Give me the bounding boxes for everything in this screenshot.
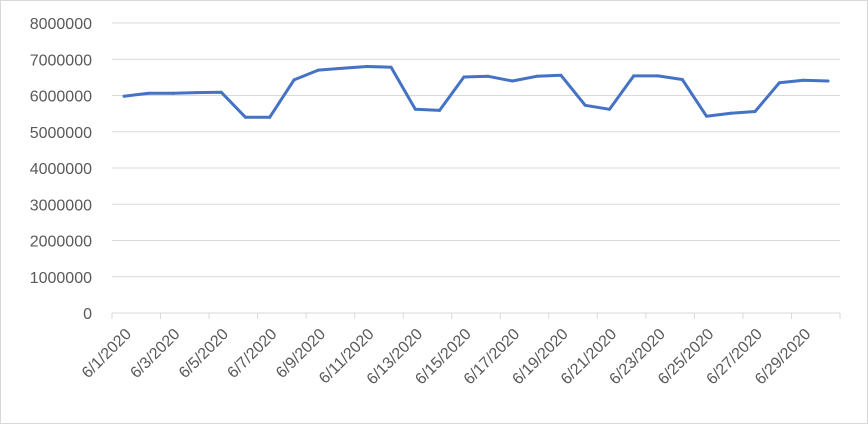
y-tick-label: 8000000 <box>30 16 92 33</box>
data-point <box>292 78 296 82</box>
data-point <box>341 66 345 70</box>
data-point <box>535 74 539 78</box>
data-point <box>195 91 199 95</box>
data-point <box>632 74 636 78</box>
data-point <box>389 65 393 69</box>
data-point <box>583 103 587 107</box>
x-tick-label: 6/5/2020 <box>176 326 232 382</box>
y-tick-label: 4000000 <box>30 161 92 178</box>
y-tick-label: 0 <box>83 306 92 323</box>
data-point <box>656 74 660 78</box>
data-point <box>559 73 563 77</box>
data-point <box>729 111 733 115</box>
y-tick-label: 3000000 <box>30 197 92 214</box>
data-point <box>705 114 709 118</box>
data-point <box>122 94 126 98</box>
gridlines <box>112 22 840 314</box>
data-point <box>365 65 369 68</box>
x-axis-tick-labels: 6/1/20206/3/20206/5/20206/7/20206/9/2020… <box>79 326 815 388</box>
y-tick-label: 7000000 <box>30 52 92 69</box>
data-point <box>510 79 514 83</box>
y-tick-label: 5000000 <box>30 125 92 142</box>
data-point <box>462 75 466 79</box>
y-axis-tick-labels: 0 1000000 2000000 3000000 4000000 5000000 6000… <box>30 16 92 323</box>
data-point <box>486 74 490 78</box>
x-axis <box>111 312 841 319</box>
x-tick-label: 6/7/2020 <box>225 326 281 382</box>
data-point <box>438 108 442 112</box>
data-point <box>219 90 223 94</box>
y-tick-label: 1000000 <box>30 270 92 287</box>
data-point <box>826 79 830 83</box>
data-point <box>607 107 611 111</box>
y-tick-label: 2000000 <box>30 234 92 251</box>
data-point <box>802 78 806 82</box>
data-point <box>777 81 781 85</box>
data-point <box>413 107 417 111</box>
data-point <box>243 115 247 119</box>
x-tick-label: 6/3/2020 <box>127 326 183 382</box>
data-point <box>171 91 175 95</box>
x-tick-label: 6/1/2020 <box>79 326 135 382</box>
data-point <box>316 68 320 72</box>
data-point <box>753 109 757 113</box>
y-tick-label: 6000000 <box>30 89 92 106</box>
data-point <box>146 91 150 95</box>
series-line <box>122 65 830 119</box>
data-point <box>268 115 272 119</box>
data-point <box>680 78 684 82</box>
series-layer <box>122 65 830 119</box>
